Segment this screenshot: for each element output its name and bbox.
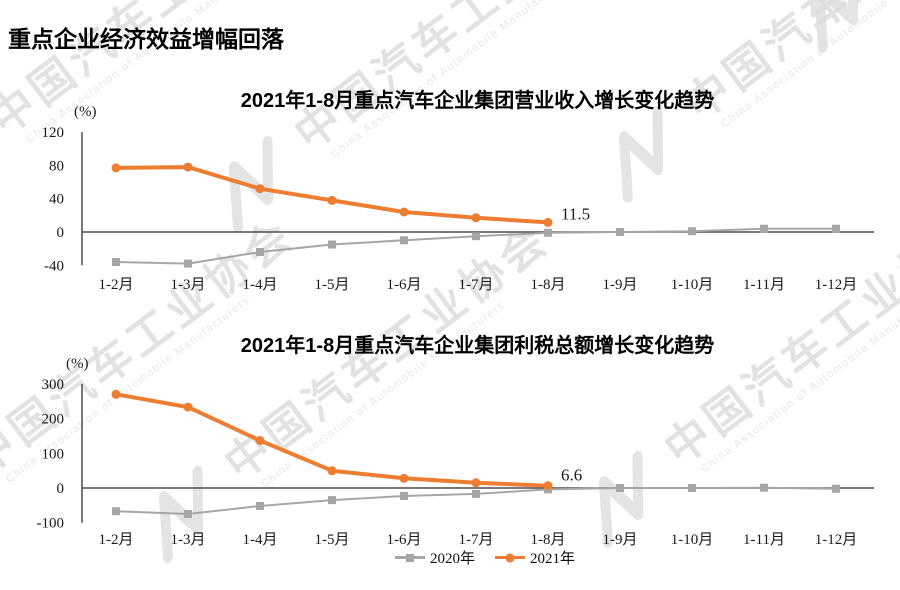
series-line-2021年 (114, 165, 550, 225)
data-point (111, 389, 121, 399)
data-point (543, 481, 553, 491)
x-tick-label: 1-4月 (243, 277, 278, 293)
revenue-growth-chart: 120 80 40 0 -40 1-2月 1-3月 1-4月 1-5月 1-6月 1-7月 1-8月 1… (42, 125, 874, 293)
data-point (544, 228, 552, 237)
legend-circle-marker-icon (505, 553, 515, 562)
caam-logo-icon (598, 450, 644, 548)
legend-label-2020: 2020年 (429, 551, 475, 567)
data-point (111, 163, 121, 173)
data-point (183, 402, 193, 412)
legend-line-2021 (495, 553, 525, 562)
end-value-label: 6.6 (561, 466, 582, 485)
data-point (184, 510, 192, 518)
y-tick-label: -40 (44, 258, 64, 274)
x-tick-label: 1-4月 (243, 532, 278, 548)
data-point (255, 184, 265, 194)
x-tick-label: 1-12月 (815, 532, 858, 548)
data-point (400, 236, 408, 245)
x-tick-label: 1-6月 (387, 532, 422, 548)
legend-item-2021: 2021年 (495, 547, 575, 568)
y-tick-label: 80 (49, 158, 64, 174)
legend-label-2021: 2021年 (530, 551, 576, 567)
x-tick-label: 1-2月 (99, 277, 134, 293)
x-tick-label: 1-7月 (459, 277, 494, 293)
data-point (327, 195, 337, 205)
data-point (688, 227, 696, 236)
x-tick-label: 1-8月 (531, 277, 566, 293)
data-point (832, 484, 840, 493)
data-point (471, 213, 481, 223)
data-point (184, 259, 192, 268)
chart-title-revenue: 2021年1-8月重点汽车企业集团营业收入增长变化趋势 (240, 90, 715, 112)
caam-logo-icon (813, 0, 859, 53)
x-tick-label: 1-6月 (387, 277, 422, 293)
data-point (328, 240, 336, 249)
x-tick-label: 1-12月 (815, 277, 858, 293)
y-tick-label: 40 (49, 192, 64, 208)
caam-logo-icon (618, 105, 664, 203)
y-tick-label: -100 (37, 516, 65, 532)
data-point (616, 484, 624, 492)
x-tick-label: 1-7月 (459, 532, 494, 548)
page-title: 重点企业经济效益增幅回落 (8, 26, 284, 52)
chart-title-profit-tax: 2021年1-8月重点汽车企业集团利税总额增长变化趋势 (240, 335, 715, 357)
data-point (399, 207, 409, 217)
y-tick-label: 0 (57, 481, 65, 497)
chart-legend: 2020年 2021年 (0, 547, 900, 568)
legend-square-marker-icon (405, 553, 414, 562)
data-point (400, 492, 408, 500)
y-tick-label: 200 (42, 412, 65, 428)
y-tick-label: 0 (57, 225, 65, 241)
data-point (760, 483, 768, 492)
y-axis-unit-profit-tax: (%) (66, 356, 89, 372)
data-point (616, 228, 624, 236)
data-point (472, 489, 480, 498)
data-point (543, 217, 553, 227)
x-tick-label: 1-3月 (171, 277, 206, 293)
data-point (328, 496, 336, 505)
data-point (183, 162, 193, 172)
profit-tax-growth-chart: 300 200 100 0 -100 1-2月 1-3月 1-4月 1-5月 1-6月 1-7月 1-… (37, 377, 874, 548)
x-tick-label: 1-11月 (743, 277, 785, 293)
data-point (832, 224, 840, 233)
x-tick-label: 1-5月 (315, 277, 350, 293)
data-point (471, 478, 481, 488)
legend-line-2020 (394, 553, 425, 562)
y-tick-label: 100 (42, 446, 65, 462)
y-axis-unit-revenue: (%) (74, 104, 97, 120)
data-point (255, 436, 265, 445)
x-tick-label: 1-5月 (315, 532, 350, 548)
x-tick-label: 1-8月 (531, 532, 566, 548)
data-point (399, 473, 409, 483)
x-tick-label: 1-10月 (671, 277, 714, 293)
data-point (472, 232, 480, 241)
x-tick-label: 1-9月 (603, 532, 638, 548)
data-point (256, 502, 264, 510)
data-point (760, 224, 768, 233)
x-tick-label: 1-3月 (171, 532, 206, 548)
y-tick-label: 300 (42, 377, 65, 393)
data-point (256, 248, 264, 256)
x-tick-label: 1-2月 (99, 532, 134, 548)
data-point (327, 466, 337, 476)
data-point (112, 507, 120, 516)
x-tick-label: 1-11月 (743, 532, 785, 548)
x-tick-label: 1-9月 (603, 277, 638, 293)
data-point (112, 258, 120, 266)
y-tick-label: 120 (42, 125, 65, 141)
x-tick-label: 1-10月 (671, 532, 714, 548)
caam-logo-icon (228, 135, 274, 233)
data-point (688, 484, 696, 492)
end-value-label: 11.5 (561, 204, 590, 223)
legend-item-2020: 2020年 (394, 547, 475, 568)
